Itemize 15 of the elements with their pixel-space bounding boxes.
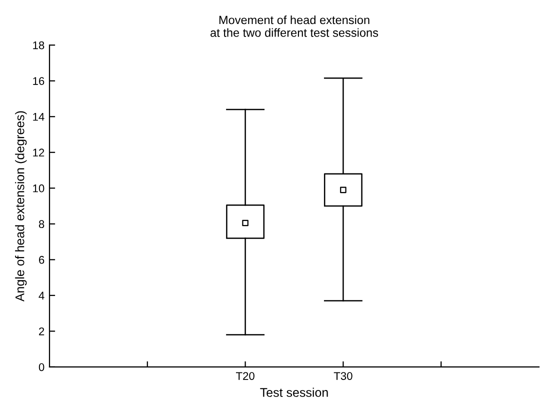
x-axis-title: Test session	[260, 388, 328, 397]
y-tick-label: 2	[39, 327, 44, 336]
y-tick-label: 4	[38, 292, 44, 300]
y-tick-label: 14	[33, 113, 44, 121]
y-axis-title: Angle of head extension (degrees)	[15, 111, 27, 302]
x-tick-label: T30	[334, 372, 352, 380]
y-tick-label: 6	[39, 256, 44, 264]
y-tick-label: 16	[33, 77, 44, 85]
y-tick-label: 10	[33, 184, 44, 192]
x-tick-label: T20	[236, 372, 254, 380]
y-tick-label: 18	[33, 41, 44, 50]
y-tick-label: 0	[38, 363, 44, 372]
y-tick-label: 12	[33, 148, 44, 156]
chart-title: Movement of head extension at the two different test sessions	[210, 15, 378, 37]
y-tick-label: 8	[38, 220, 44, 228]
